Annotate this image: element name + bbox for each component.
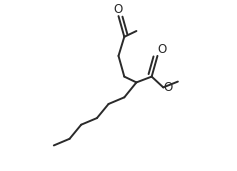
Text: O: O xyxy=(157,43,167,56)
Text: O: O xyxy=(114,3,123,16)
Text: O: O xyxy=(163,81,173,94)
